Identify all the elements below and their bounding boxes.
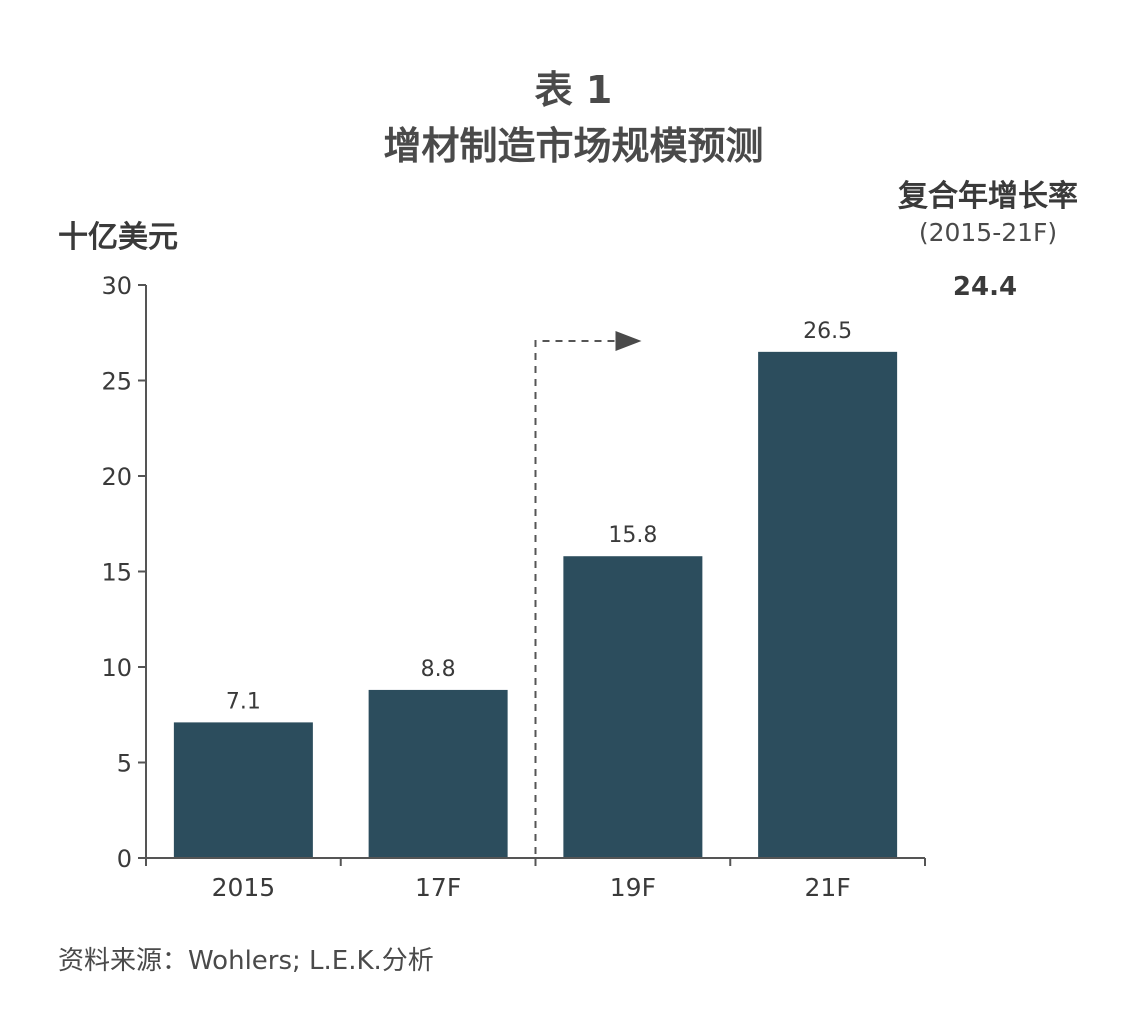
- cagr-value: 24.4: [952, 272, 1018, 302]
- dashed-arrow-line: [534, 340, 616, 854]
- y-axis-unit-label: 十亿美元: [58, 220, 178, 255]
- cagr-header: 复合年增长率 (2015-21F): [870, 176, 1106, 248]
- data-label-17F: 8.8: [421, 657, 456, 682]
- cagr-period: (2015-21F): [918, 218, 1058, 247]
- y-tick-label-20: 20: [101, 463, 132, 491]
- y-tick-label-10: 10: [101, 654, 132, 682]
- chart-title-block: 表 1 增材制造市场规模预测: [0, 62, 1147, 174]
- x-tick-label-17F: 17F: [415, 873, 461, 902]
- data-label-21F: 26.5: [803, 319, 852, 344]
- bars-layer: 7.1 8.8 15.8 26.5: [173, 319, 898, 858]
- bar-2015: [173, 722, 313, 858]
- x-tick-label-21F: 21F: [805, 873, 851, 902]
- axes-layer: 2015 17F 19F 21F 0 5 10 15 20 25 30: [101, 272, 926, 902]
- bar-21F: [758, 351, 898, 858]
- y-tick-label-25: 25: [101, 368, 132, 396]
- y-tick-label-30: 30: [101, 272, 132, 300]
- y-tick-label-15: 15: [101, 559, 132, 587]
- data-label-2015: 7.1: [226, 689, 261, 714]
- y-tick-label-0: 0: [117, 845, 132, 873]
- bar-17F: [368, 689, 508, 858]
- x-tick-label-19F: 19F: [610, 873, 656, 902]
- chart-title: 增材制造市场规模预测: [383, 124, 764, 168]
- annotation-layer: [534, 331, 642, 854]
- dashed-arrow-head: [615, 331, 642, 351]
- chart-title-number: 表 1: [534, 68, 613, 112]
- y-tick-label-5: 5: [117, 750, 132, 778]
- x-tick-label-2015: 2015: [212, 873, 276, 902]
- cagr-title: 复合年增长率: [898, 179, 1078, 214]
- bar-19F: [563, 556, 703, 858]
- data-label-19F: 15.8: [608, 523, 657, 548]
- source-note: 资料来源：Wohlers; L.E.K.分析: [58, 946, 434, 976]
